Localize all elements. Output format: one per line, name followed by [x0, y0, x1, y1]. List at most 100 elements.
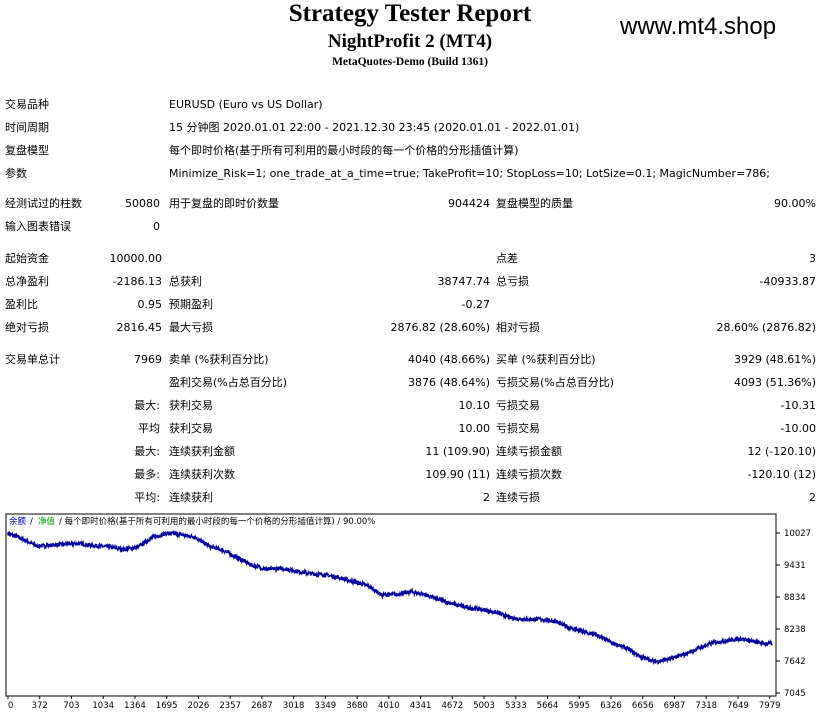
deposit-label: 起始资金 — [5, 252, 49, 265]
expert-name: NightProfit 2 (MT4) — [327, 31, 493, 52]
x-tick-label: 3349 — [315, 701, 337, 711]
most-consecutive-wins-label: 连续获利次数 — [169, 468, 235, 481]
legend-balance: 余额 — [9, 516, 27, 527]
bars-value: 50080 — [125, 197, 160, 210]
average-profit-label: 获利交易 — [169, 422, 213, 435]
x-tick-label: 5664 — [537, 701, 559, 711]
x-tick-label: 1034 — [92, 701, 114, 711]
average-cons-prefix: 平均: — [134, 491, 160, 504]
max-consecutive-losses-label: 连续亏损金额 — [496, 445, 562, 458]
net-profit-label: 总净盈利 — [5, 275, 49, 288]
relative-drawdown-value: 28.60% (2876.82) — [716, 321, 816, 334]
long-positions-label: 买单 (%获利百分比) — [496, 353, 596, 366]
server-build: MetaQuotes-Demo (Build 1361) — [332, 56, 488, 68]
most-consecutive-wins-value: 109.90 (11) — [425, 468, 490, 481]
loss-trades-value: 4093 (51.36%) — [733, 376, 816, 389]
gross-loss-label: 总亏损 — [496, 275, 529, 288]
largest-profit-value: 10.10 — [458, 399, 491, 412]
short-positions-label: 卖单 (%获利百分比) — [169, 353, 269, 366]
gross-profit-label: 总获利 — [169, 275, 202, 288]
legend-sep: / — [30, 517, 33, 527]
profit-factor-label: 盈利比 — [5, 298, 38, 311]
largest-loss-value: -10.31 — [780, 399, 816, 412]
profit-trades-label: 盈利交易(%占总百分比) — [169, 376, 288, 389]
bars-label: 经测试过的柱数 — [5, 197, 82, 210]
watermark-site: www.mt4.shop — [620, 13, 777, 40]
most-consecutive-losses-value: -120.10 (12) — [747, 468, 816, 481]
legend-equity: 净值 — [38, 516, 56, 527]
x-tick-label: 1364 — [124, 701, 146, 711]
quality-label: 复盘模型的质量 — [496, 197, 573, 210]
gross-loss-value: -40933.87 — [759, 275, 816, 288]
avg-consecutive-wins-value: 2 — [483, 491, 490, 504]
total-trades-value: 7969 — [134, 353, 162, 366]
absolute-drawdown-value: 2816.45 — [116, 321, 163, 334]
x-tick-label: 5995 — [568, 701, 590, 711]
largest-prefix: 最大: — [134, 399, 160, 412]
spread-value: 3 — [809, 252, 816, 265]
y-tick-label: 7045 — [784, 689, 806, 699]
x-tick-label: 703 — [63, 701, 79, 711]
params-value: Minimize_Risk=1; one_trade_at_a_time=tru… — [169, 167, 770, 180]
mismatch-label: 输入图表错误 — [5, 220, 71, 233]
profit-factor-value: 0.95 — [137, 298, 163, 311]
expected-payoff-value: -0.27 — [461, 298, 490, 311]
x-tick-label: 7318 — [695, 701, 717, 711]
x-tick-label: 2687 — [251, 701, 273, 711]
average-loss-value: -10.00 — [780, 422, 816, 435]
avg-consecutive-wins-label: 连续获利 — [169, 491, 213, 504]
largest-loss-label: 亏损交易 — [496, 399, 540, 412]
quality-value: 90.00% — [774, 197, 816, 210]
max-drawdown-value: 2876.82 (28.60%) — [390, 321, 490, 334]
x-tick-label: 5003 — [473, 701, 495, 711]
mismatch-value: 0 — [153, 220, 160, 233]
x-tick-label: 6987 — [664, 701, 686, 711]
largest-profit-label: 获利交易 — [169, 399, 213, 412]
net-profit-value: -2186.13 — [112, 275, 162, 288]
x-tick-label: 6656 — [632, 701, 654, 711]
maximum-prefix: 最大: — [134, 445, 160, 458]
x-tick-label: 2357 — [219, 701, 241, 711]
x-tick-label: 1695 — [156, 701, 178, 711]
balance-line — [7, 529, 773, 666]
x-tick-label: 5333 — [505, 701, 527, 711]
absolute-drawdown-label: 绝对亏损 — [5, 321, 49, 334]
y-tick-label: 8238 — [784, 625, 806, 635]
gross-profit-value: 38747.74 — [437, 275, 491, 288]
report-title: Strategy Tester Report — [288, 0, 532, 27]
model-label: 复盘模型 — [5, 144, 49, 157]
average-prefix: 平均 — [138, 422, 160, 435]
average-profit-value: 10.00 — [458, 422, 491, 435]
model-value: 每个即时价格(基于所有可利用的最小时段的每一个价格的分形插值计算) — [169, 144, 519, 157]
balance-chart: 10027 9431 8834 8238 7642 7045 0 372 703 1034 136… — [4, 513, 820, 712]
most-prefix: 最多: — [134, 468, 160, 481]
ticks-label: 用于复盘的即时价数量 — [169, 197, 279, 210]
x-tick-label: 6326 — [600, 701, 622, 711]
x-tick-label: 4010 — [378, 701, 400, 711]
symbol-value: EURUSD (Euro vs US Dollar) — [169, 98, 323, 111]
x-tick-label: 7979 — [759, 701, 781, 711]
x-tick-label: 372 — [32, 701, 48, 711]
relative-drawdown-label: 相对亏损 — [496, 321, 540, 334]
avg-consecutive-losses-label: 连续亏损 — [496, 491, 540, 504]
y-tick-label: 9431 — [784, 561, 806, 571]
short-positions-value: 4040 (48.66%) — [407, 353, 490, 366]
max-consecutive-wins-value: 11 (109.90) — [425, 445, 490, 458]
x-tick-label: 0 — [8, 701, 13, 711]
average-loss-label: 亏损交易 — [496, 422, 540, 435]
y-tick-label: 10027 — [784, 529, 811, 539]
most-consecutive-losses-label: 连续亏损次数 — [496, 468, 562, 481]
ticks-value: 904424 — [448, 197, 490, 210]
max-drawdown-label: 最大亏损 — [169, 321, 213, 334]
x-tick-label: 4341 — [410, 701, 432, 711]
legend-model: / 每个即时价格(基于所有可利用的最小时段的每一个价格的分形插值计算) / 90… — [59, 516, 375, 527]
period-label: 时间周期 — [5, 121, 49, 134]
max-consecutive-wins-label: 连续获利金额 — [169, 445, 235, 458]
loss-trades-label: 亏损交易(%占总百分比) — [496, 376, 615, 389]
spread-label: 点差 — [496, 252, 518, 265]
period-value: 15 分钟图 2020.01.01 22:00 - 2021.12.30 23:… — [169, 121, 580, 134]
balance-chart-svg: 10027 9431 8834 8238 7642 7045 0 372 703 1034 136… — [4, 513, 820, 712]
avg-consecutive-losses-value: 2 — [809, 491, 816, 504]
long-positions-value: 3929 (48.61%) — [733, 353, 816, 366]
y-tick-label: 8834 — [784, 593, 806, 603]
